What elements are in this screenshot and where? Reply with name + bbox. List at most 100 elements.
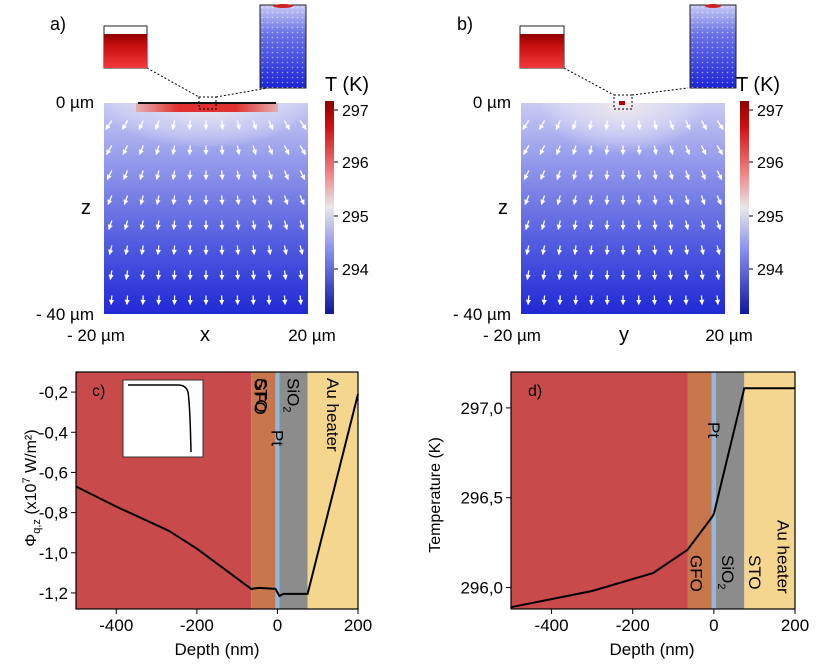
chart-d-series	[510, 387, 795, 609]
flux-arrow	[540, 195, 546, 205]
y-tick-label: -0,2	[39, 383, 68, 402]
flux-arrow	[155, 145, 161, 155]
flux-arrow	[652, 195, 658, 206]
flux-arrow	[267, 220, 273, 231]
flux-arrow	[636, 120, 642, 131]
flux-arrow	[107, 195, 113, 205]
flux-arrow	[122, 145, 129, 155]
flux-arrow	[155, 170, 161, 181]
panel-a-x-mid: x	[200, 324, 210, 346]
y-tick-label: -0,4	[39, 423, 68, 442]
flux-arrow	[572, 245, 578, 256]
flux-arrow	[652, 120, 658, 131]
flux-arrow	[219, 170, 225, 181]
flux-arrow	[699, 270, 705, 281]
y-tick-label: -0,6	[39, 463, 68, 482]
flux-arrow	[105, 120, 113, 130]
flux-arrow	[187, 195, 193, 206]
flux-arrow	[268, 145, 274, 155]
flux-arrow	[139, 245, 146, 256]
flux-arrow	[283, 145, 290, 155]
flux-arrow	[298, 245, 304, 256]
flux-arrow	[268, 120, 274, 130]
flux-arrow	[699, 245, 705, 256]
inset-red	[103, 25, 148, 69]
flux-arrow	[683, 245, 690, 256]
region-label: GFO	[687, 555, 706, 592]
colorbar-tick: 297	[757, 103, 784, 120]
panel-a-z-label: z	[81, 197, 91, 219]
flux-arrow	[187, 120, 193, 131]
flux-arrow	[588, 195, 594, 206]
flux-arrow	[588, 220, 594, 231]
panel-b-bottom-tick: - 40 µm	[453, 305, 511, 324]
flux-arrow	[652, 145, 658, 156]
y-tick-label: 297,0	[460, 399, 503, 418]
flux-arrow	[107, 220, 113, 230]
flux-arrow	[299, 120, 307, 130]
flux-arrow	[716, 170, 723, 180]
flux-arrow	[715, 270, 721, 281]
y-tick-label: -1,0	[39, 544, 68, 563]
plot-frame	[75, 371, 359, 610]
flux-arrow	[235, 195, 241, 206]
chart-d-panel-label: d)	[528, 383, 542, 400]
flux-arrow	[155, 245, 161, 256]
series-line-temperature	[510, 387, 795, 609]
region-pt	[711, 372, 716, 609]
ylabel-sub: q,z	[31, 519, 43, 534]
flux-arrow	[123, 170, 129, 180]
flux-arrow	[187, 220, 193, 231]
flux-arrow	[219, 220, 225, 231]
panel-b-x-left: - 20 µm	[483, 326, 541, 345]
flux-arrow	[266, 245, 273, 256]
region-gfo	[687, 372, 712, 609]
flux-arrow	[251, 145, 257, 155]
region-pt	[275, 372, 280, 609]
flux-arrow	[123, 195, 129, 205]
flux-arrow	[588, 120, 594, 131]
panel-b: b) 0 µm - 40 µm z - 20 µm y 20 µm T (K)	[453, 4, 784, 346]
flux-arrow	[572, 145, 578, 155]
region-label: SiO2	[715, 555, 737, 589]
flux-arrow	[523, 170, 530, 180]
flux-arrow	[282, 295, 288, 306]
region-label: Au heater	[323, 378, 342, 452]
flux-arrow	[155, 220, 161, 231]
flux-arrow	[572, 270, 579, 281]
flux-arrow	[524, 195, 530, 205]
inset-blue	[259, 4, 307, 89]
flux-arrow	[251, 220, 257, 231]
flux-arrow	[297, 295, 304, 306]
panel-a-colorbar-title: T (K)	[325, 74, 369, 96]
flux-arrow	[524, 220, 530, 230]
flux-arrow	[668, 195, 674, 206]
flux-arrow	[700, 220, 706, 231]
panel-b-colorbar-title: T (K)	[736, 74, 780, 96]
flux-arrow	[139, 170, 145, 180]
flux-arrow	[716, 145, 724, 155]
flux-arrow	[684, 195, 690, 206]
flux-arrow	[571, 120, 577, 130]
panel-b-heatmap	[521, 101, 725, 314]
inset-blue	[689, 4, 737, 89]
panel-a-x-left: - 20 µm	[67, 326, 125, 345]
chart-d-xlabel: Depth (nm)	[609, 640, 694, 659]
chart-c-series	[75, 393, 359, 598]
flux-arrow	[652, 245, 658, 256]
flux-arrow	[540, 170, 546, 180]
flux-arrow	[556, 195, 562, 206]
region-label: STO	[252, 378, 271, 413]
flux-arrow	[700, 120, 708, 130]
flux-arrow	[121, 120, 129, 130]
flux-arrow	[636, 195, 642, 206]
flux-arrow	[539, 145, 546, 155]
flux-arrow	[299, 170, 306, 180]
flux-arrow	[171, 245, 177, 256]
colorbar-tick: 295	[342, 209, 369, 226]
flux-arrow	[299, 145, 307, 155]
flux-arrow	[282, 245, 288, 256]
panel-b-z-label: z	[498, 197, 508, 219]
flux-arrow	[266, 295, 272, 306]
zoom-box	[613, 94, 633, 110]
